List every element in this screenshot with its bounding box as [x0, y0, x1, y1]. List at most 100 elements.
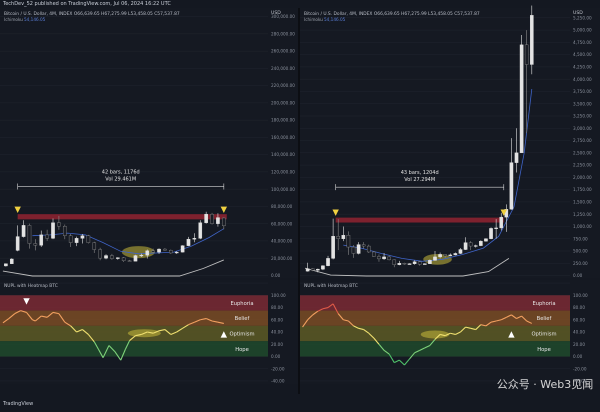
- left-price-candle: [68, 235, 73, 243]
- right-price-y-tick-label: 750.00: [573, 236, 588, 241]
- right-nupl-nupl-segment: [394, 359, 400, 364]
- right-price-y-tick-label: 3,750.00: [573, 89, 592, 94]
- right-price-y-tick-label: 3,000.00: [573, 126, 592, 131]
- right-nupl-nupl-segment: [465, 326, 471, 329]
- right-price-candle: [412, 261, 417, 264]
- right-nupl-nupl-segment: [444, 332, 451, 337]
- right-price-y-tick-label: 3,500.00: [573, 101, 592, 106]
- right-price-candle: [479, 240, 483, 246]
- right-nupl-y-tick-label: 60.00: [573, 317, 585, 322]
- left-price-candle: [86, 235, 91, 243]
- left-price-y-tick-label: 120,000.00: [271, 169, 295, 174]
- left-nupl-nupl-segment: [82, 329, 89, 335]
- left-nupl-zone-belief: [0, 310, 268, 326]
- right-price-candle: [382, 256, 386, 260]
- right-nupl-title: NUPL with Heatmap BTC: [304, 283, 358, 289]
- right-nupl-nupl-segment: [500, 316, 507, 321]
- right-nupl-nupl-segment: [307, 314, 314, 321]
- left-price-marker-triangle: [220, 206, 228, 214]
- right-nupl-nupl-segment: [439, 333, 446, 337]
- left-nupl-zone-label: Optimism: [229, 332, 254, 338]
- left-price-y-tick-label: 280,000.00: [271, 31, 295, 36]
- right-price-candle: [509, 162, 514, 210]
- left-price-candle: [104, 255, 108, 259]
- left-price-candle: [57, 222, 61, 227]
- left-price-indicator-value: 54,146.05: [24, 17, 46, 22]
- left-price-candle: [9, 258, 14, 264]
- left-nupl-nupl-segment: [141, 331, 148, 335]
- right-nupl-nupl-segment: [353, 325, 359, 329]
- right-nupl-nupl-segment: [516, 315, 522, 320]
- right-price-background: [300, 8, 600, 278]
- left-price-candle: [157, 248, 161, 253]
- left-nupl-nupl-segment: [70, 325, 77, 333]
- left-price-candle: [121, 257, 126, 261]
- right-nupl-y-tick-label: -40.00: [573, 379, 587, 384]
- left-price-candle: [33, 243, 38, 246]
- left-price-candle: [192, 238, 197, 240]
- right-price-candle: [346, 235, 351, 248]
- right-nupl-zone-hope: [300, 341, 570, 357]
- right-nupl-nupl-segment: [388, 353, 395, 363]
- left-price-y-tick-label: 40,000.00: [271, 239, 293, 244]
- left-price-y-tick-label: 0.00: [271, 273, 281, 278]
- left-price-candle: [4, 263, 8, 267]
- right-price-y-tick-label: 5,000.00: [573, 28, 592, 33]
- right-nupl-nupl-segment: [409, 352, 416, 360]
- right-price-candle: [356, 244, 361, 254]
- left-nupl-nupl-segment: [20, 310, 27, 313]
- left-nupl-zone-hope: [0, 341, 268, 357]
- left-price-y-tick-label: 200,000.00: [271, 100, 295, 105]
- left-price-candle: [15, 236, 20, 251]
- left-nupl-nupl-segment: [87, 334, 95, 343]
- right-price-candle: [473, 245, 478, 247]
- left-nupl-nupl-segment: [120, 348, 126, 361]
- right-price-indicator-value: 54,146.05: [324, 17, 346, 22]
- left-price-candle: [127, 260, 132, 262]
- left-price-candle: [216, 217, 220, 224]
- left-price-y-tick-label: 220,000.00: [271, 83, 295, 88]
- left-nupl-zone-label: Euphoria: [230, 301, 253, 307]
- right-nupl-nupl-segment: [455, 331, 461, 335]
- left-price-candle: [169, 250, 173, 254]
- right-price-y-tick-label: 4,750.00: [573, 40, 592, 45]
- left-nupl-nupl-segment: [14, 310, 21, 315]
- right-nupl-nupl-segment: [429, 338, 436, 346]
- right-price-candle: [433, 256, 437, 261]
- right-price-candle: [428, 260, 432, 264]
- right-nupl-nupl-segment: [358, 327, 364, 331]
- left-nupl-nupl-segment: [58, 313, 66, 323]
- left-nupl-nupl-segment: [46, 312, 54, 318]
- panels: 300,000.00 280,000.00 260,000.00 240,000.00…: [0, 5, 600, 394]
- right-nupl-nupl-segment: [343, 319, 349, 322]
- right-price-candle: [458, 249, 463, 254]
- left-price-candle: [21, 225, 26, 237]
- left-price-y-tick-label: 140,000.00: [271, 152, 295, 157]
- right-nupl-zone-belief: [300, 310, 570, 326]
- right-price-candle: [524, 44, 529, 65]
- right-nupl-nupl-segment: [363, 329, 370, 334]
- right-nupl-y-tick-label: 20.00: [573, 342, 585, 347]
- right-nupl-zone-euphoria: [300, 295, 570, 311]
- right-price-candle: [463, 242, 468, 250]
- panel-left-nupl: Euphoria Belief Optimism Hope 100.00 80.00 60.…: [0, 280, 298, 384]
- right-price-y-tick-label: 4,250.00: [573, 65, 592, 70]
- right-price-accumulation-highlight: [423, 253, 452, 265]
- right-nupl-nupl-segment: [521, 315, 528, 322]
- right-price-candle: [341, 235, 346, 239]
- right-nupl-y-tick-label: -20.00: [573, 366, 587, 371]
- left-price-candle: [45, 234, 49, 239]
- right-nupl-nupl-segment: [302, 319, 309, 328]
- right-price-candle: [494, 227, 498, 229]
- left-nupl-nupl-segment: [64, 321, 71, 327]
- left-nupl-nupl-segment: [135, 333, 142, 337]
- right-price-cup-arc: [304, 258, 510, 277]
- left-price-candle: [62, 226, 67, 236]
- right-price-y-tick-label: 2,500.00: [573, 150, 592, 155]
- right-price-candle: [326, 258, 330, 266]
- left-price-title: Bitcoin / U.S. Dollar, 4M, INDEX O66,639…: [4, 11, 180, 17]
- panel-right-price: 5,250.00 5,000.00 4,750.00 4,500.00 4,250.00…: [300, 5, 600, 278]
- left-price-y-tick-label: 300,000.00: [271, 14, 295, 19]
- right-price-y-tick-label: 4,500.00: [573, 52, 592, 57]
- left-nupl-marker-triangle: [23, 298, 30, 305]
